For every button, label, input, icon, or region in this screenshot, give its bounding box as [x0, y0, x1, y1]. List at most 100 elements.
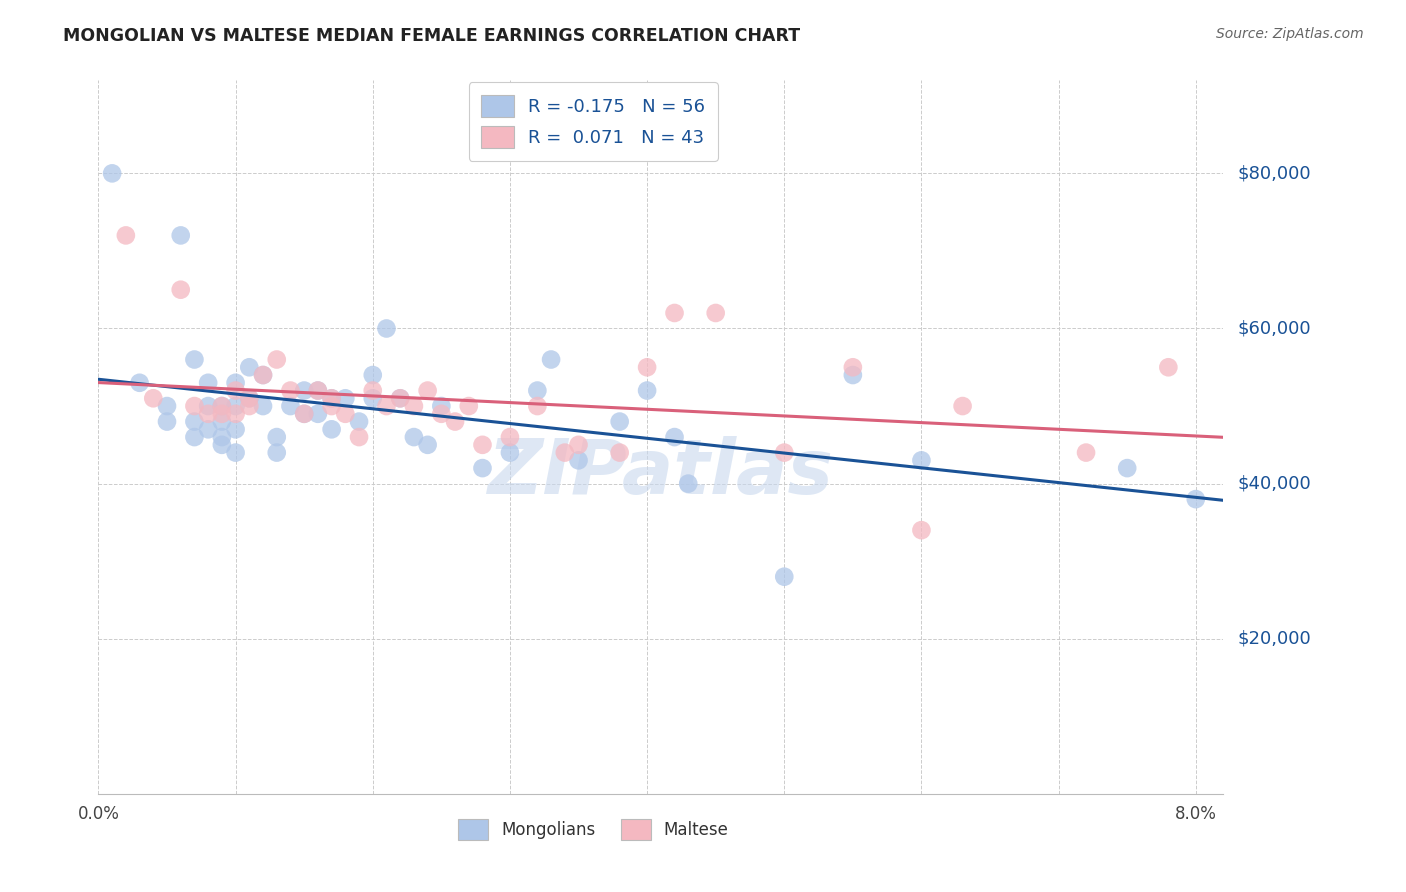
Point: [183, 430, 205, 444]
Point: [292, 407, 315, 421]
Text: $20,000: $20,000: [1237, 630, 1310, 648]
Point: [773, 570, 796, 584]
Point: [389, 392, 412, 406]
Point: [101, 166, 124, 180]
Point: [238, 392, 260, 406]
Point: [335, 407, 357, 421]
Point: [292, 407, 315, 421]
Point: [704, 306, 727, 320]
Legend: Mongolians, Maltese: Mongolians, Maltese: [451, 813, 735, 847]
Point: [225, 445, 247, 459]
Point: [567, 453, 589, 467]
Point: [225, 376, 247, 390]
Point: [361, 384, 384, 398]
Point: [910, 523, 932, 537]
Point: [183, 399, 205, 413]
Point: [266, 445, 288, 459]
Point: [773, 445, 796, 459]
Point: [211, 407, 233, 421]
Point: [252, 368, 274, 382]
Point: [280, 399, 302, 413]
Point: [238, 360, 260, 375]
Point: [347, 430, 370, 444]
Point: [540, 352, 562, 367]
Point: [375, 321, 398, 335]
Point: [471, 438, 494, 452]
Point: [402, 430, 425, 444]
Text: $60,000: $60,000: [1237, 319, 1310, 337]
Point: [321, 422, 343, 436]
Point: [321, 392, 343, 406]
Point: [307, 384, 329, 398]
Point: [499, 430, 522, 444]
Point: [416, 438, 439, 452]
Text: ZIPatlas: ZIPatlas: [488, 436, 834, 509]
Point: [128, 376, 150, 390]
Point: [609, 445, 631, 459]
Point: [910, 453, 932, 467]
Point: [280, 384, 302, 398]
Point: [225, 407, 247, 421]
Point: [361, 392, 384, 406]
Point: [526, 384, 548, 398]
Point: [197, 399, 219, 413]
Point: [567, 438, 589, 452]
Point: [170, 228, 193, 243]
Point: [636, 360, 658, 375]
Point: [526, 399, 548, 413]
Point: [664, 306, 686, 320]
Point: [444, 415, 467, 429]
Point: [347, 415, 370, 429]
Point: [252, 399, 274, 413]
Point: [842, 360, 865, 375]
Point: [252, 368, 274, 382]
Point: [664, 430, 686, 444]
Point: [225, 422, 247, 436]
Point: [266, 430, 288, 444]
Point: [430, 399, 453, 413]
Point: [115, 228, 138, 243]
Point: [1074, 445, 1097, 459]
Point: [416, 384, 439, 398]
Point: [292, 384, 315, 398]
Point: [842, 368, 865, 382]
Point: [335, 392, 357, 406]
Y-axis label: Median Female Earnings: Median Female Earnings: [0, 343, 7, 531]
Text: Source: ZipAtlas.com: Source: ZipAtlas.com: [1216, 27, 1364, 41]
Point: [457, 399, 479, 413]
Point: [307, 384, 329, 398]
Point: [430, 407, 453, 421]
Point: [402, 399, 425, 413]
Point: [321, 392, 343, 406]
Point: [211, 430, 233, 444]
Point: [266, 352, 288, 367]
Point: [197, 422, 219, 436]
Point: [156, 415, 179, 429]
Point: [142, 392, 165, 406]
Point: [636, 384, 658, 398]
Text: $40,000: $40,000: [1237, 475, 1310, 492]
Point: [225, 399, 247, 413]
Text: MONGOLIAN VS MALTESE MEDIAN FEMALE EARNINGS CORRELATION CHART: MONGOLIAN VS MALTESE MEDIAN FEMALE EARNI…: [63, 27, 800, 45]
Point: [499, 445, 522, 459]
Point: [1116, 461, 1139, 475]
Point: [197, 407, 219, 421]
Point: [1157, 360, 1180, 375]
Point: [170, 283, 193, 297]
Point: [678, 476, 700, 491]
Point: [225, 384, 247, 398]
Point: [389, 392, 412, 406]
Point: [238, 399, 260, 413]
Point: [211, 438, 233, 452]
Point: [471, 461, 494, 475]
Point: [361, 368, 384, 382]
Point: [183, 415, 205, 429]
Point: [1184, 492, 1206, 507]
Point: [211, 399, 233, 413]
Point: [952, 399, 974, 413]
Point: [183, 352, 205, 367]
Point: [375, 399, 398, 413]
Point: [197, 376, 219, 390]
Point: [211, 399, 233, 413]
Text: $80,000: $80,000: [1237, 164, 1310, 182]
